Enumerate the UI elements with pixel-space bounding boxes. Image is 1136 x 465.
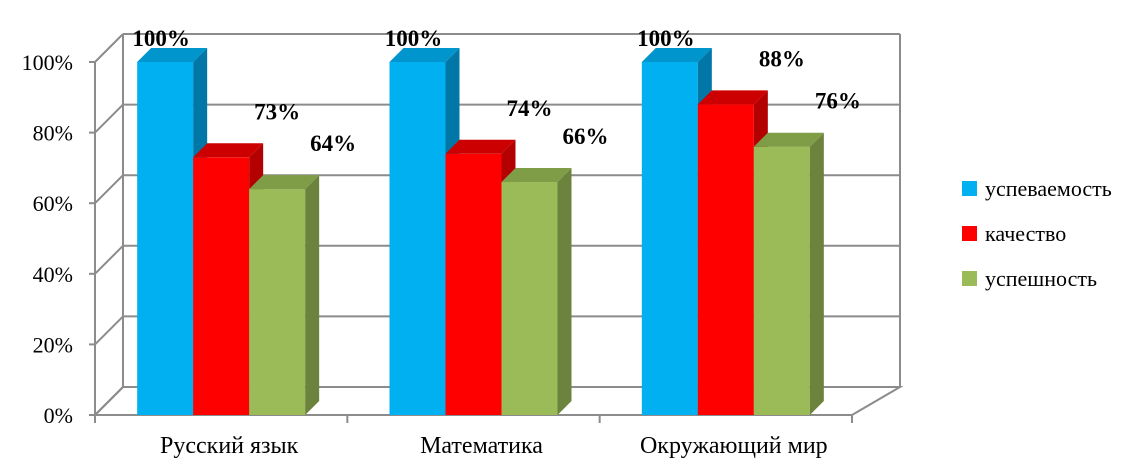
bar-side bbox=[809, 132, 824, 415]
bar bbox=[641, 48, 712, 415]
gridline-side bbox=[94, 33, 124, 63]
bar-data-label: 100% bbox=[637, 26, 695, 51]
bar-data-label: 76% bbox=[815, 89, 861, 114]
bar-data-label: 66% bbox=[563, 124, 609, 149]
bar-front bbox=[445, 153, 502, 415]
legend-swatch bbox=[962, 181, 977, 196]
bar-data-label: 100% bbox=[132, 26, 190, 51]
bar bbox=[249, 175, 320, 415]
bar-front bbox=[753, 146, 810, 415]
gridline-side bbox=[94, 386, 124, 416]
y-tick-label: 0% bbox=[44, 403, 73, 428]
y-tick-label: 20% bbox=[33, 332, 73, 357]
bar-front bbox=[389, 62, 446, 415]
bar bbox=[501, 168, 572, 415]
bar-front bbox=[193, 157, 250, 415]
data-labels: 100% 73% 64% 100% 74% 66% 100% 88% 76% bbox=[132, 26, 860, 156]
legend-label: успеваемость bbox=[985, 176, 1112, 201]
bar-top bbox=[249, 175, 320, 190]
bar-top bbox=[445, 139, 516, 154]
bar-top bbox=[193, 143, 264, 158]
y-tick-label: 40% bbox=[33, 262, 73, 287]
gridline-side bbox=[94, 245, 124, 275]
bar-front bbox=[641, 62, 698, 415]
x-category-label: Русский язык bbox=[160, 433, 299, 459]
bar-top bbox=[697, 90, 768, 105]
bar-front bbox=[137, 62, 194, 415]
bar-top bbox=[389, 48, 460, 62]
bars bbox=[137, 48, 824, 416]
bar-data-label: 74% bbox=[507, 96, 553, 121]
bar-side bbox=[305, 175, 320, 415]
bar-data-label: 88% bbox=[759, 46, 805, 71]
legend: успеваемость качество успешность bbox=[962, 176, 1112, 291]
y-tick-label: 60% bbox=[33, 191, 73, 216]
legend-label: качество bbox=[985, 221, 1066, 246]
y-tick-label: 100% bbox=[22, 50, 73, 75]
x-category-label: Окружающий мир bbox=[640, 433, 828, 459]
gridline-side bbox=[94, 315, 124, 346]
bar-data-label: 100% bbox=[385, 26, 443, 51]
bar-top bbox=[753, 132, 824, 147]
bar-top bbox=[137, 48, 208, 62]
bar-front bbox=[501, 182, 558, 415]
bar-data-label: 73% bbox=[254, 99, 300, 124]
bar-top bbox=[501, 168, 572, 183]
x-category-label: Математика bbox=[420, 433, 543, 459]
bar-front bbox=[697, 104, 754, 416]
axes: 0% 20% 40% 60% 80% 100% Русский язык Математика… bbox=[22, 50, 853, 459]
bar-data-label: 64% bbox=[310, 131, 356, 156]
bar-top bbox=[641, 48, 712, 62]
legend-swatch bbox=[962, 226, 977, 241]
bar-front bbox=[249, 189, 306, 415]
legend-label: успешность bbox=[985, 266, 1097, 291]
y-tick-label: 80% bbox=[33, 121, 73, 146]
bar bbox=[753, 132, 824, 415]
legend-swatch bbox=[962, 271, 977, 286]
gridline-side bbox=[94, 103, 124, 134]
gridline-side bbox=[94, 174, 124, 204]
bar-side bbox=[557, 168, 572, 415]
